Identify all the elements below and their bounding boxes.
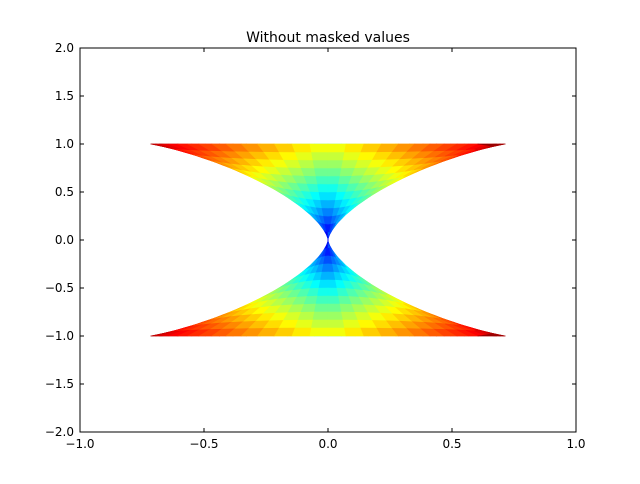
- mesh: [150, 143, 506, 337]
- y-tick-label: −1.0: [45, 329, 74, 343]
- mesh-cell: [291, 327, 312, 337]
- y-tick-label: −2.0: [45, 425, 74, 439]
- mesh-cell: [311, 151, 329, 161]
- mesh-cell: [294, 151, 314, 161]
- mesh-cell: [344, 143, 365, 153]
- mesh-cell: [311, 319, 329, 329]
- axes-frame: [79, 47, 577, 433]
- y-tick-label: −1.5: [45, 377, 74, 391]
- y-tick-label: −0.5: [45, 281, 74, 295]
- mesh-cell: [327, 175, 341, 185]
- mesh-cell: [320, 271, 329, 281]
- ticks: [79, 47, 577, 433]
- mesh-cell: [318, 191, 329, 201]
- mesh-cell: [477, 335, 497, 337]
- x-tick-label: 0.0: [318, 437, 337, 451]
- x-tick-label: −1.0: [65, 437, 94, 451]
- mesh-cell: [327, 319, 345, 329]
- y-tick-label: 1.5: [55, 89, 74, 103]
- mesh-cell: [291, 143, 312, 153]
- mesh-cell: [327, 151, 345, 161]
- x-tick-label: 0.5: [442, 437, 461, 451]
- y-tick-label: 2.0: [55, 41, 74, 55]
- mesh-cell: [344, 327, 365, 337]
- mesh-cell: [320, 199, 329, 209]
- mesh-cell: [312, 311, 329, 321]
- mesh-cell: [477, 143, 497, 145]
- y-tick-label: 0.0: [55, 233, 74, 247]
- mesh-cell: [327, 295, 341, 305]
- mesh-cell: [297, 159, 315, 169]
- x-tick-label: −0.5: [189, 437, 218, 451]
- mesh-cell: [315, 295, 329, 305]
- mesh-cell: [317, 183, 329, 193]
- mesh-cell: [314, 167, 329, 177]
- mesh-cell: [309, 327, 329, 337]
- mesh-cell: [327, 311, 344, 321]
- y-tick-label: 1.0: [55, 137, 74, 151]
- mesh-cell: [327, 159, 344, 169]
- mesh-cell: [317, 287, 329, 297]
- mesh-cell: [327, 143, 347, 153]
- mesh-cell: [309, 143, 329, 153]
- mesh-cell: [314, 303, 329, 313]
- mesh-cell: [327, 327, 347, 337]
- tick-labels: −1.0 −0.5 0.0 0.5 1.0 −2.0 −1.5 −1.0 −0.5 0.0 0.5 1…: [45, 41, 586, 451]
- mesh-cell: [318, 279, 329, 289]
- mesh-cell: [327, 167, 342, 177]
- x-tick-label: 1.0: [566, 437, 585, 451]
- mesh-cell: [297, 311, 315, 321]
- mesh-cell: [294, 319, 314, 329]
- mesh-cell: [327, 303, 342, 313]
- chart-title: Without masked values: [246, 30, 410, 46]
- y-tick-label: 0.5: [55, 185, 74, 199]
- mesh-cell: [315, 175, 329, 185]
- mesh-cell: [312, 159, 329, 169]
